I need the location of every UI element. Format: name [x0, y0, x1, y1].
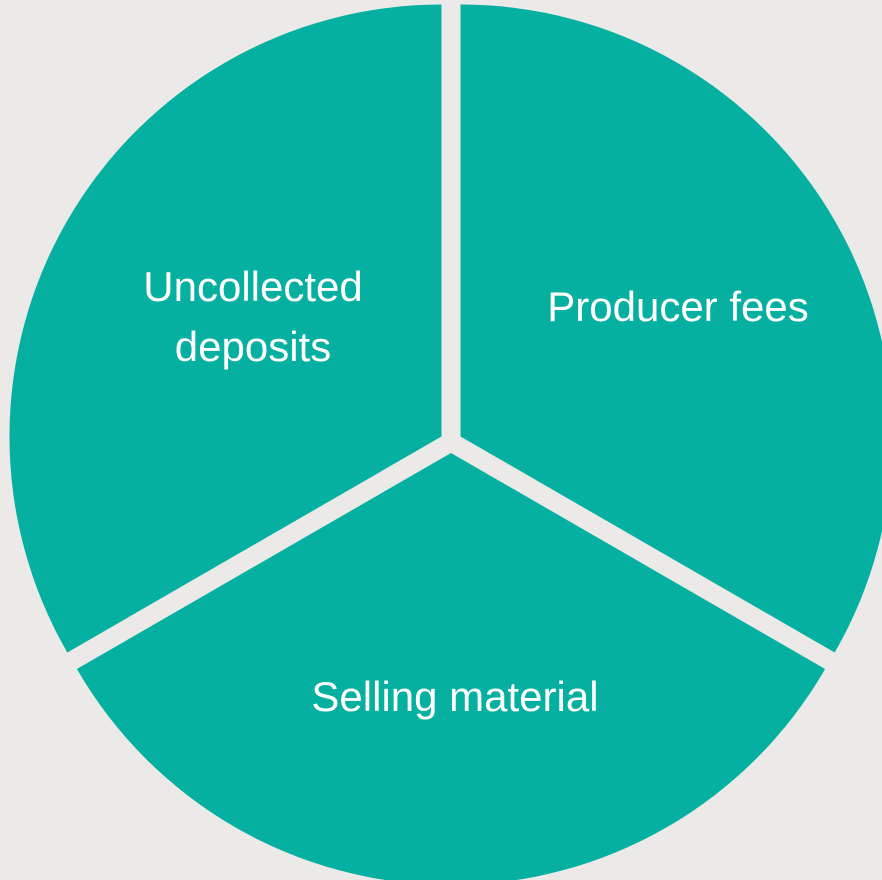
segment: [9, 4, 442, 653]
segment: [460, 4, 882, 653]
segment: [76, 453, 826, 880]
segment-label: Producer fees: [547, 283, 808, 330]
segments: [9, 4, 882, 880]
segment-label: deposits: [175, 323, 331, 370]
segment-label: Selling material: [311, 673, 598, 720]
segment-label: Uncollected: [143, 263, 362, 310]
